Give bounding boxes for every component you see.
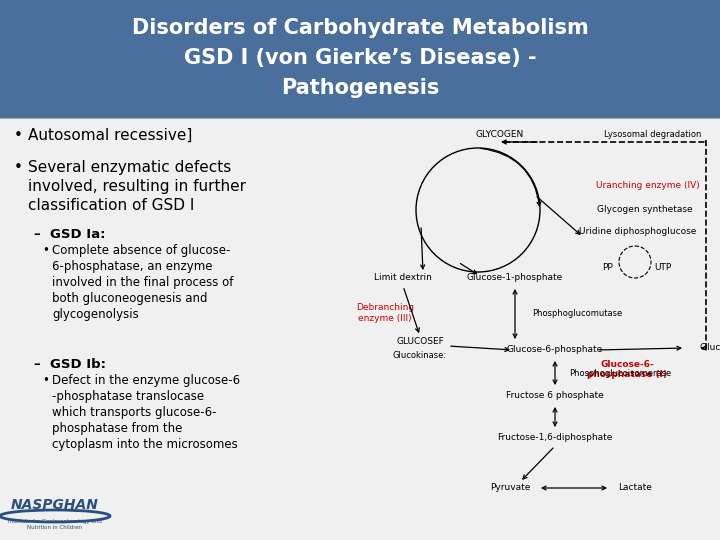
Text: Glucose-1-phosphate: Glucose-1-phosphate (467, 273, 563, 282)
Text: Lysosomal degradation: Lysosomal degradation (603, 130, 701, 139)
Text: Glucokinase:: Glucokinase: (393, 350, 447, 360)
Text: Lactate: Lactate (618, 483, 652, 492)
Text: GLYCOGEN: GLYCOGEN (476, 130, 524, 139)
Text: •: • (14, 160, 23, 175)
Text: Glucose-6-
phosphatase (I): Glucose-6- phosphatase (I) (587, 360, 667, 380)
Text: PP: PP (602, 264, 613, 273)
Text: GLUCOSEF: GLUCOSEF (396, 338, 444, 347)
Text: Uridine diphosphoglucose: Uridine diphosphoglucose (580, 227, 697, 237)
Text: Glucose + Pi: Glucose + Pi (700, 343, 720, 353)
Text: GSD I (von Gierke’s Disease) -: GSD I (von Gierke’s Disease) - (184, 48, 536, 68)
FancyBboxPatch shape (0, 0, 720, 118)
Text: Phosphoglucoisomerase: Phosphoglucoisomerase (569, 368, 671, 377)
Text: Phosphoglucomutase: Phosphoglucomutase (532, 309, 622, 319)
Text: –  GSD Ib:: – GSD Ib: (34, 358, 106, 371)
Text: Institute for Gastroenterology and
Nutrition in Children: Institute for Gastroenterology and Nutri… (8, 519, 102, 530)
Text: Pyruvate: Pyruvate (490, 483, 530, 492)
Text: Uranching enzyme (IV): Uranching enzyme (IV) (596, 180, 700, 190)
Text: –  GSD Ia:: – GSD Ia: (34, 228, 106, 241)
Text: Fructose 6 phosphate: Fructose 6 phosphate (506, 392, 604, 401)
Text: Pathogenesis: Pathogenesis (281, 78, 439, 98)
Text: •: • (42, 244, 49, 257)
Text: Glucose-6-phosphate: Glucose-6-phosphate (507, 346, 603, 354)
Text: Fructose-1,6-diphosphate: Fructose-1,6-diphosphate (498, 434, 613, 442)
Text: Autosomal recessive]: Autosomal recessive] (28, 128, 192, 143)
Text: NASPGHAN: NASPGHAN (11, 498, 99, 512)
Text: •: • (42, 374, 49, 387)
Text: Disorders of Carbohydrate Metabolism: Disorders of Carbohydrate Metabolism (132, 18, 588, 38)
Text: Defect in the enzyme glucose-6
-phosphatase translocase
which transports glucose: Defect in the enzyme glucose-6 -phosphat… (52, 374, 240, 451)
Text: Limit dextrin: Limit dextrin (374, 273, 432, 282)
Text: •: • (14, 128, 23, 143)
Text: Complete absence of glucose-
6-phosphatase, an enzyme
involved in the final proc: Complete absence of glucose- 6-phosphata… (52, 244, 233, 321)
Text: UTP: UTP (654, 264, 671, 273)
Text: Glycogen synthetase: Glycogen synthetase (597, 206, 693, 214)
Text: Debranching
enzyme (III): Debranching enzyme (III) (356, 303, 414, 323)
Text: Several enzymatic defects
involved, resulting in further
classification of GSD I: Several enzymatic defects involved, resu… (28, 160, 246, 213)
